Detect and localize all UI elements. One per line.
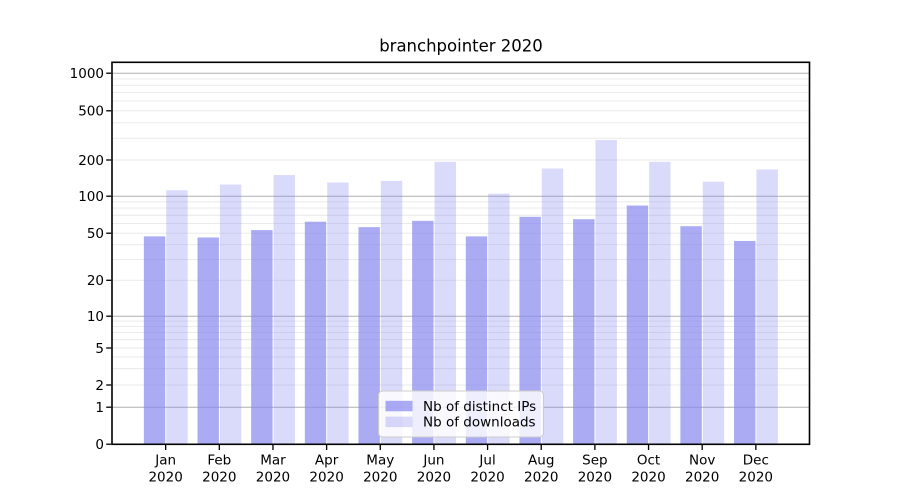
bar-distinct-ips-apr: [304, 221, 327, 445]
x-tick-label-year: 2020: [256, 470, 290, 486]
plot-border: [111, 61, 811, 446]
bar-downloads-jun: [434, 161, 456, 445]
x-tick-label-year: 2020: [417, 470, 451, 486]
x-tick-label-month: Nov: [689, 453, 715, 469]
y-axis: 0 1 2 5 10 20 50 100 200 500 1000: [70, 66, 112, 453]
x-tick-label-month: Mar: [260, 453, 286, 469]
bar-distinct-ips-oct: [626, 205, 649, 445]
x-tick-label-year: 2020: [578, 470, 612, 486]
y-tick-label: 0: [95, 437, 104, 453]
x-tick-label-month: Dec: [743, 453, 769, 469]
y-tick-label: 10: [87, 309, 104, 325]
y-tick-label: 20: [87, 273, 104, 289]
y-tick-label: 1000: [70, 66, 104, 82]
legend-box: [378, 390, 544, 438]
x-tick-label-month: Oct: [637, 453, 660, 469]
x-tick-label-month: Sep: [582, 453, 607, 469]
bar-downloads-jul: [488, 193, 510, 445]
y-tick-label: 5: [95, 341, 104, 357]
x-tick-label-month: Aug: [528, 453, 554, 469]
bar-distinct-ips-dec: [734, 240, 756, 445]
bar-distinct-ips-nov: [680, 226, 702, 445]
x-tick-label-year: 2020: [309, 470, 343, 486]
x-tick-label-month: Jan: [154, 453, 176, 469]
x-tick-label-month: Apr: [315, 453, 339, 469]
legend: Nb of distinct IPs Nb of downloads: [378, 390, 544, 438]
bar-distinct-ips-jan: [143, 236, 166, 445]
x-tick-label-year: 2020: [524, 470, 558, 486]
chart-title: branchpointer 2020: [379, 37, 543, 56]
x-tick-label-year: 2020: [685, 470, 719, 486]
y-tick-label: 100: [78, 189, 104, 205]
y-tick-label: 500: [78, 104, 104, 120]
y-tick-label: 1: [95, 400, 104, 416]
bar-downloads-aug: [541, 168, 564, 445]
x-tick-label-month: Feb: [207, 453, 231, 469]
bar-downloads-feb: [219, 184, 242, 445]
legend-label-downloads: Nb of downloads: [423, 415, 536, 431]
x-tick-label-year: 2020: [363, 470, 397, 486]
bar-distinct-ips-mar: [251, 230, 273, 445]
x-tick-label-year: 2020: [470, 470, 504, 486]
x-tick-label-year: 2020: [148, 470, 182, 486]
x-tick-label-month: Jul: [478, 453, 495, 469]
y-tick-label: 200: [78, 153, 104, 169]
bar-distinct-ips-sep: [573, 219, 595, 445]
bar-distinct-ips-may: [358, 227, 380, 445]
y-tick-label: 50: [87, 226, 104, 242]
bar-downloads-jan: [166, 190, 188, 445]
bar-distinct-ips-jun: [412, 220, 434, 445]
x-tick-label-month: Jun: [422, 453, 444, 469]
x-tick-label-month: May: [366, 453, 394, 469]
y-tick-label: 2: [95, 378, 104, 394]
bar-downloads-nov: [702, 181, 725, 445]
bar-downloads-sep: [595, 140, 617, 445]
bar-downloads-oct: [649, 161, 671, 445]
legend-swatch-distinct-ips-icon: [385, 400, 413, 412]
x-axis: Jan2020Feb2020Mar2020Apr2020May2020Jun20…: [148, 445, 773, 486]
x-tick-label-year: 2020: [202, 470, 236, 486]
bar-downloads-dec: [756, 169, 778, 445]
bar-distinct-ips-feb: [197, 237, 219, 445]
bar-downloads-mar: [273, 175, 295, 445]
bar-downloads-apr: [327, 182, 349, 445]
bars-group: [143, 140, 778, 445]
legend-label-distinct-ips: Nb of distinct IPs: [423, 399, 536, 415]
x-tick-label-year: 2020: [739, 470, 773, 486]
legend-swatch-downloads-icon: [385, 416, 413, 428]
bar-downloads-may: [380, 180, 403, 445]
bar-distinct-ips-aug: [519, 216, 541, 445]
x-tick-label-year: 2020: [631, 470, 665, 486]
